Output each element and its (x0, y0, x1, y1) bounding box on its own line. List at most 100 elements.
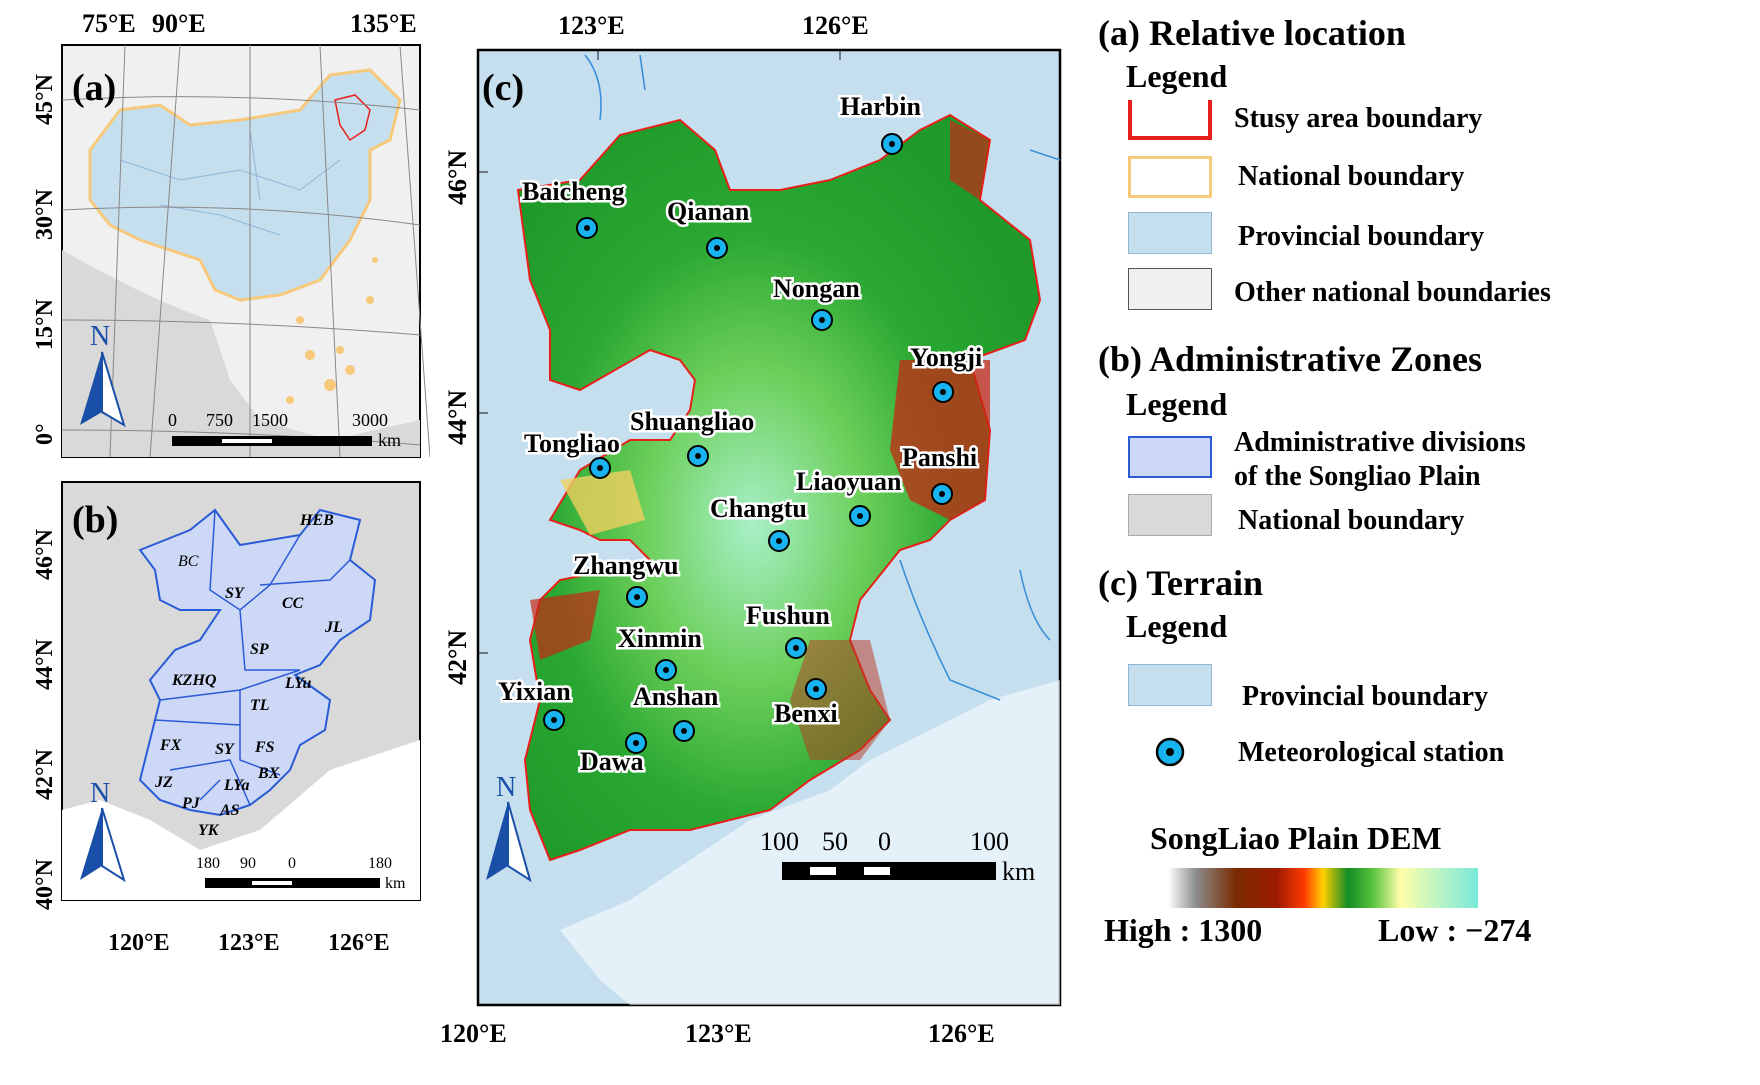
lon-tick-c: 120°E (440, 1019, 507, 1048)
svg-text:N: N (90, 321, 110, 352)
svg-text:km: km (385, 875, 406, 892)
panel-a-label: (a) (72, 67, 116, 109)
svg-text:0: 0 (878, 827, 891, 856)
svg-text:km: km (1002, 857, 1035, 886)
zone-label: JL (324, 619, 343, 636)
svg-text:N: N (90, 778, 110, 809)
china-outline (88, 68, 402, 302)
other-national-swatch (1128, 268, 1212, 310)
lat-tick-a: 15°N (32, 298, 58, 350)
lon-tick-b: 120°E (108, 930, 170, 956)
station-marker-icon (785, 637, 807, 659)
legend-c-title: (c) Terrain (1098, 563, 1263, 603)
station-marker-icon (625, 732, 647, 754)
station-label: Liaoyuan (796, 467, 902, 496)
legend-a-item: Provincial boundary (1238, 221, 1485, 252)
svg-text:180: 180 (196, 855, 220, 872)
zone-label: SP (250, 641, 269, 658)
zones-outline (138, 508, 377, 817)
zone-label: SY (215, 741, 235, 758)
scale-bar: 180 90 0 180 km (196, 855, 406, 892)
zone-label: SY (225, 585, 245, 602)
panel-c-terrain-map: 123°E 126°E 120°E 123°E 126°E 46°N 44°N … (430, 0, 1070, 1080)
svg-text:N: N (496, 772, 516, 803)
legend-b-title: (b) Administrative Zones (1098, 339, 1483, 379)
station-label: Tongliao (524, 429, 620, 458)
meteorological-stations (543, 133, 954, 754)
station-marker-icon (673, 720, 695, 742)
svg-text:100: 100 (970, 827, 1009, 856)
scale-bar: 100 50 0 100 km (760, 827, 1035, 886)
svg-text:1500: 1500 (252, 410, 288, 430)
svg-text:90: 90 (240, 855, 256, 872)
zone-label: BC (178, 553, 199, 570)
station-label: Shuangliao (630, 407, 754, 436)
legend-b-item: of the Songliao Plain (1234, 461, 1481, 492)
zone-label: TL (250, 697, 270, 714)
scale-bar: 0 750 1500 3000 km (168, 410, 401, 450)
station-label: Xinmin (618, 624, 702, 653)
legend-b-item: National boundary (1238, 505, 1465, 536)
zone-label: FS (254, 739, 275, 756)
legend-a-item: National boundary (1238, 161, 1465, 192)
zone-label: JZ (154, 774, 173, 791)
lat-tick-a: 45°N (32, 73, 58, 125)
station-marker-icon (931, 483, 953, 505)
lat-tick-b: 42°N (32, 748, 58, 800)
lat-tick-b: 40°N (32, 858, 58, 910)
svg-text:750: 750 (206, 410, 233, 430)
station-label: Qianan (667, 197, 750, 226)
station-marker-icon (1154, 736, 1186, 768)
lon-tick-a: 90°E (152, 9, 206, 38)
station-label: Nongan (773, 274, 860, 303)
lon-tick-a: 135°E (350, 9, 417, 38)
north-arrow-icon: N (80, 321, 126, 428)
lon-tick-c: 123°E (685, 1019, 752, 1048)
study-area-dem (516, 113, 1042, 862)
legend-b-heading: Legend (1126, 386, 1228, 422)
station-label: Harbin (840, 92, 921, 121)
zone-label: CC (282, 595, 304, 612)
station-marker-icon (805, 678, 827, 700)
national-boundary-b-swatch (1128, 494, 1212, 536)
lon-tick-b: 126°E (328, 930, 390, 956)
panel-b-administrative-zones-map: HEB BC SY CC JL SP KZHQ LYu TL FX SY FS … (0, 470, 430, 970)
lat-tick-c: 42°N (443, 630, 472, 685)
national-boundary-swatch (1128, 156, 1212, 198)
lon-tick-c: 126°E (928, 1019, 995, 1048)
station-label: Baicheng (522, 177, 625, 206)
lat-tick-a: 0° (32, 423, 58, 445)
legend-a-item: Other national boundaries (1234, 277, 1551, 308)
zone-label: HEB (299, 512, 334, 529)
lat-tick-a: 30°N (32, 188, 58, 240)
legend-a-title: (a) Relative location (1098, 13, 1406, 53)
svg-text:50: 50 (822, 827, 848, 856)
lat-tick-b: 46°N (32, 528, 58, 580)
panel-b-label: (b) (72, 499, 118, 541)
panel-a-relative-location-map: 75°E 90°E 135°E 45°N 30°N 15°N 0° (a) N … (0, 0, 431, 470)
zone-label: FX (159, 737, 182, 754)
svg-text:3000: 3000 (352, 410, 388, 430)
svg-text:km: km (378, 430, 401, 450)
station-marker-icon (576, 217, 598, 239)
station-label: Yongji (910, 343, 982, 372)
dem-high-label: High : 1300 (1104, 912, 1263, 948)
station-marker-icon (687, 445, 709, 467)
dem-low-label: Low : −274 (1378, 912, 1532, 948)
station-marker-icon (589, 457, 611, 479)
station-marker-icon (706, 237, 728, 259)
station-marker-icon (655, 659, 677, 681)
north-arrow-icon: N (486, 772, 532, 883)
svg-text:100: 100 (760, 827, 799, 856)
lat-tick-b: 44°N (32, 638, 58, 690)
station-label: Yixian (498, 677, 571, 706)
station-label: Changtu (710, 494, 807, 523)
station-marker-icon (768, 530, 790, 552)
provincial-boundary-swatch (1128, 212, 1212, 254)
station-marker-icon (543, 709, 565, 731)
station-marker-icon (811, 309, 833, 331)
admin-divisions-swatch (1128, 436, 1212, 478)
legend-c-heading: Legend (1126, 608, 1228, 644)
lon-tick-c: 123°E (558, 11, 625, 40)
zone-label: YK (198, 822, 220, 839)
